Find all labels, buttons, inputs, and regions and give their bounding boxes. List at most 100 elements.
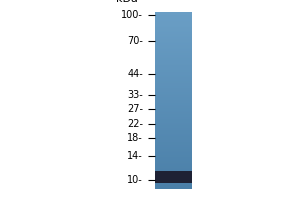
Bar — [155, 125, 192, 126]
Bar — [155, 111, 192, 112]
Bar — [155, 16, 192, 17]
Bar — [155, 102, 192, 103]
Text: 70-: 70- — [127, 36, 143, 46]
Bar — [155, 53, 192, 54]
Bar — [155, 180, 192, 182]
Bar — [155, 100, 192, 101]
Bar — [155, 165, 192, 167]
Bar — [155, 168, 192, 169]
Bar — [155, 46, 192, 47]
Bar — [155, 148, 192, 149]
Bar — [155, 109, 192, 110]
Bar — [155, 57, 192, 58]
Bar — [155, 162, 192, 163]
Bar — [155, 124, 192, 125]
Bar — [155, 45, 192, 46]
Bar — [155, 79, 192, 80]
Bar — [155, 56, 192, 57]
Bar — [155, 52, 192, 54]
Bar — [155, 57, 192, 59]
Bar — [155, 32, 192, 33]
Bar — [155, 149, 192, 151]
Bar — [155, 155, 192, 156]
Bar — [155, 85, 192, 86]
Bar — [155, 187, 192, 188]
Bar — [155, 103, 192, 105]
Bar — [155, 77, 192, 78]
Bar — [155, 99, 192, 100]
Bar — [155, 22, 192, 23]
Bar — [155, 21, 192, 23]
Bar — [155, 183, 192, 184]
Bar — [155, 17, 192, 18]
Bar — [155, 42, 192, 43]
Bar — [155, 92, 192, 93]
Bar — [155, 55, 192, 56]
Bar — [155, 151, 192, 153]
Bar — [155, 164, 192, 165]
Bar — [155, 154, 192, 155]
Bar — [155, 143, 192, 145]
Bar — [155, 63, 192, 64]
Bar — [155, 61, 192, 62]
Bar — [155, 66, 192, 68]
Bar — [155, 117, 192, 118]
Bar — [155, 107, 192, 108]
Bar — [155, 80, 192, 81]
Bar — [155, 128, 192, 130]
Bar — [155, 96, 192, 97]
Bar — [155, 116, 192, 117]
Bar — [155, 150, 192, 152]
Bar — [155, 59, 192, 61]
Bar — [155, 75, 192, 77]
Bar — [155, 178, 192, 179]
Bar — [155, 82, 192, 84]
Bar — [155, 172, 192, 173]
Bar — [155, 78, 192, 79]
Bar — [155, 173, 192, 175]
Bar — [155, 147, 192, 148]
Bar — [155, 27, 192, 28]
Bar — [155, 140, 192, 141]
Bar — [155, 65, 192, 66]
Bar — [155, 167, 192, 169]
Bar — [155, 28, 192, 30]
Bar — [155, 182, 192, 184]
Bar — [155, 80, 192, 82]
Bar — [155, 152, 192, 154]
Bar — [155, 170, 192, 171]
Bar — [155, 123, 192, 124]
Bar — [155, 40, 192, 41]
Bar — [155, 133, 192, 134]
Bar — [155, 158, 192, 160]
Bar — [155, 139, 192, 140]
Bar — [155, 120, 192, 122]
Bar — [155, 179, 192, 180]
Bar — [155, 14, 192, 16]
Bar — [155, 19, 192, 21]
Bar — [155, 112, 192, 114]
Bar — [155, 171, 192, 172]
Bar — [155, 35, 192, 37]
Bar — [155, 110, 192, 111]
Bar — [155, 64, 192, 65]
Bar — [155, 177, 192, 178]
Bar — [155, 94, 192, 95]
Bar — [155, 33, 192, 34]
Bar — [155, 101, 192, 102]
Bar — [155, 25, 192, 26]
Bar — [155, 121, 192, 123]
Bar — [155, 60, 192, 62]
Bar — [155, 39, 192, 40]
Bar — [155, 188, 192, 189]
Bar — [155, 172, 192, 174]
Bar — [155, 44, 192, 46]
Bar — [155, 145, 192, 146]
Bar — [155, 73, 192, 75]
Bar — [155, 142, 192, 144]
Bar — [155, 13, 192, 15]
Bar — [155, 98, 192, 100]
Text: 14-: 14- — [127, 151, 143, 161]
Bar — [155, 93, 192, 94]
Text: 27-: 27- — [127, 104, 143, 114]
